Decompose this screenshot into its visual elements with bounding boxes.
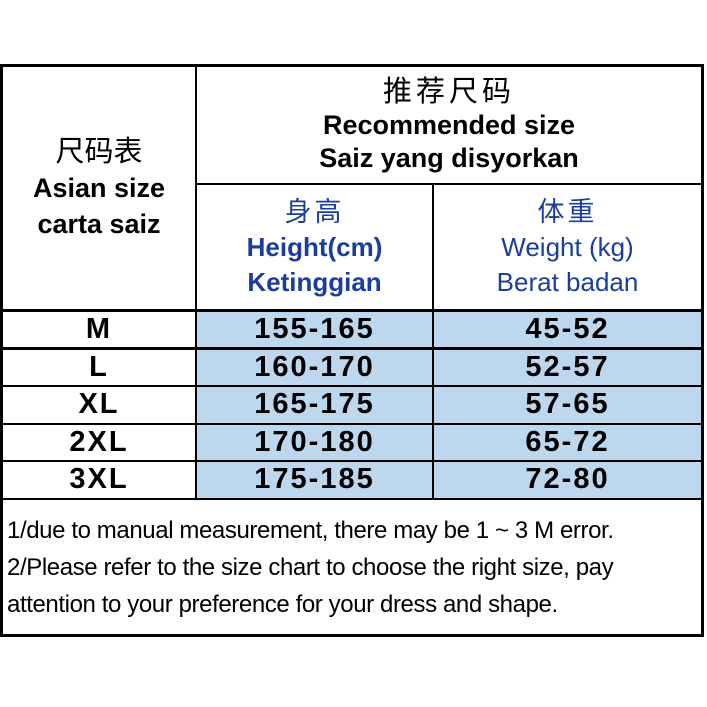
height-cell: 155-165	[197, 312, 434, 350]
height-header-zh: 身高	[284, 196, 345, 227]
height-cell: 165-175	[197, 387, 434, 425]
height-cell: 160-170	[197, 349, 434, 387]
note-line: 1/due to manual measurement, there may b…	[7, 517, 614, 545]
note-line: 2/Please refer to the size chart to choo…	[7, 554, 614, 582]
size-cell: XL	[3, 387, 197, 425]
weight-cell: 52-57	[434, 349, 701, 387]
weight-header-zh: 体重	[537, 196, 598, 227]
weight-cell: 72-80	[434, 462, 701, 500]
measurement-notes: 1/due to manual measurement, there may b…	[3, 500, 701, 635]
size-cell: 2XL	[3, 424, 197, 462]
corner-header-zh: 尺码表	[55, 136, 143, 168]
corner-header-ms: carta saiz	[37, 209, 161, 239]
height-column-header: 身高 Height(cm) Ketinggian	[197, 185, 434, 312]
weight-header-en: Weight (kg)	[501, 231, 634, 262]
recommended-size-zh: 推荐尺码	[382, 75, 515, 108]
note-line: attention to your preference for your dr…	[7, 591, 558, 619]
height-header-en: Height(cm)	[246, 231, 383, 262]
weight-cell: 57-65	[434, 387, 701, 425]
recommended-size-en: Recommended size	[322, 109, 576, 140]
height-header-ms: Ketinggian	[247, 266, 382, 297]
height-cell: 170-180	[197, 424, 434, 462]
recommended-size-ms: Saiz yang disyorkan	[319, 142, 579, 173]
size-cell: 3XL	[3, 462, 197, 500]
recommended-size-header: 推荐尺码 Recommended size Saiz yang disyorka…	[197, 67, 701, 185]
size-cell: M	[3, 312, 197, 350]
weight-column-header: 体重 Weight (kg) Berat badan	[434, 185, 701, 312]
weight-header-ms: Berat badan	[496, 266, 639, 297]
weight-cell: 65-72	[434, 424, 701, 462]
height-cell: 175-185	[197, 462, 434, 500]
size-cell: L	[3, 349, 197, 387]
weight-cell: 45-52	[434, 312, 701, 350]
corner-header-asian-size: 尺码表 Asian size carta saiz	[3, 67, 197, 312]
corner-header-en: Asian size	[32, 173, 166, 203]
size-chart-table: 尺码表 Asian size carta saiz 推荐尺码 Recommend…	[0, 64, 704, 637]
